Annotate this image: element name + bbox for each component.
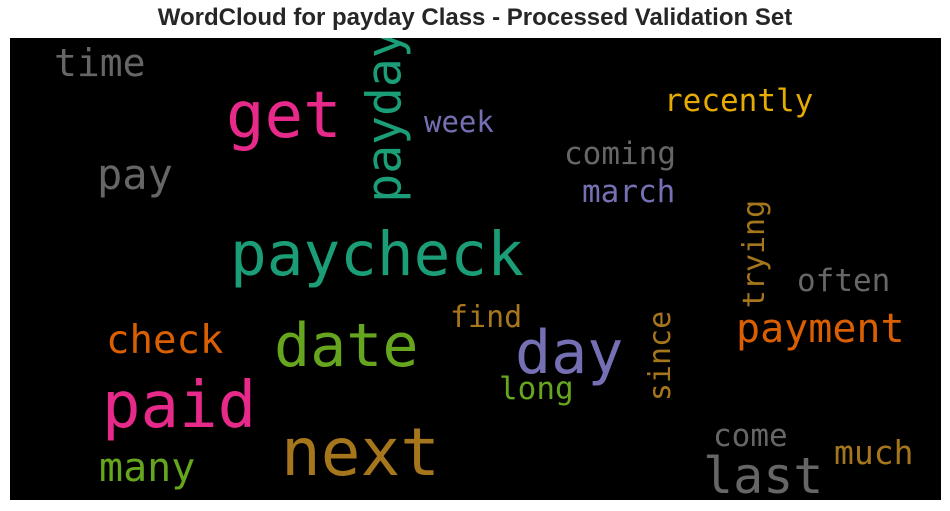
word-long: long <box>499 371 574 407</box>
word-much: much <box>834 433 914 472</box>
word-come: come <box>713 418 788 454</box>
word-check: check <box>106 318 224 363</box>
chart-title: WordCloud for payday Class - Processed V… <box>157 4 793 31</box>
word-get: get <box>226 79 342 153</box>
word-date: date <box>274 311 419 381</box>
word-day: day <box>515 318 624 388</box>
word-trying: trying <box>737 199 773 309</box>
word-paid: paid <box>102 369 257 443</box>
word-find: find <box>450 300 523 335</box>
word-last: last <box>703 447 824 500</box>
wordcloud-canvas: time get payday week recently coming pay… <box>10 38 941 500</box>
word-next: next <box>281 414 440 491</box>
word-often: often <box>797 263 891 299</box>
word-payment: payment <box>736 306 905 352</box>
word-pay: pay <box>97 150 173 199</box>
word-coming: coming <box>564 136 676 172</box>
word-time: time <box>54 41 146 85</box>
word-payday: payday <box>356 38 413 203</box>
word-week: week <box>424 105 494 139</box>
word-march: march <box>582 174 676 210</box>
word-paycheck: paycheck <box>230 219 524 290</box>
word-many: many <box>99 445 196 491</box>
word-recently: recently <box>664 83 814 119</box>
word-since: since <box>643 310 679 402</box>
